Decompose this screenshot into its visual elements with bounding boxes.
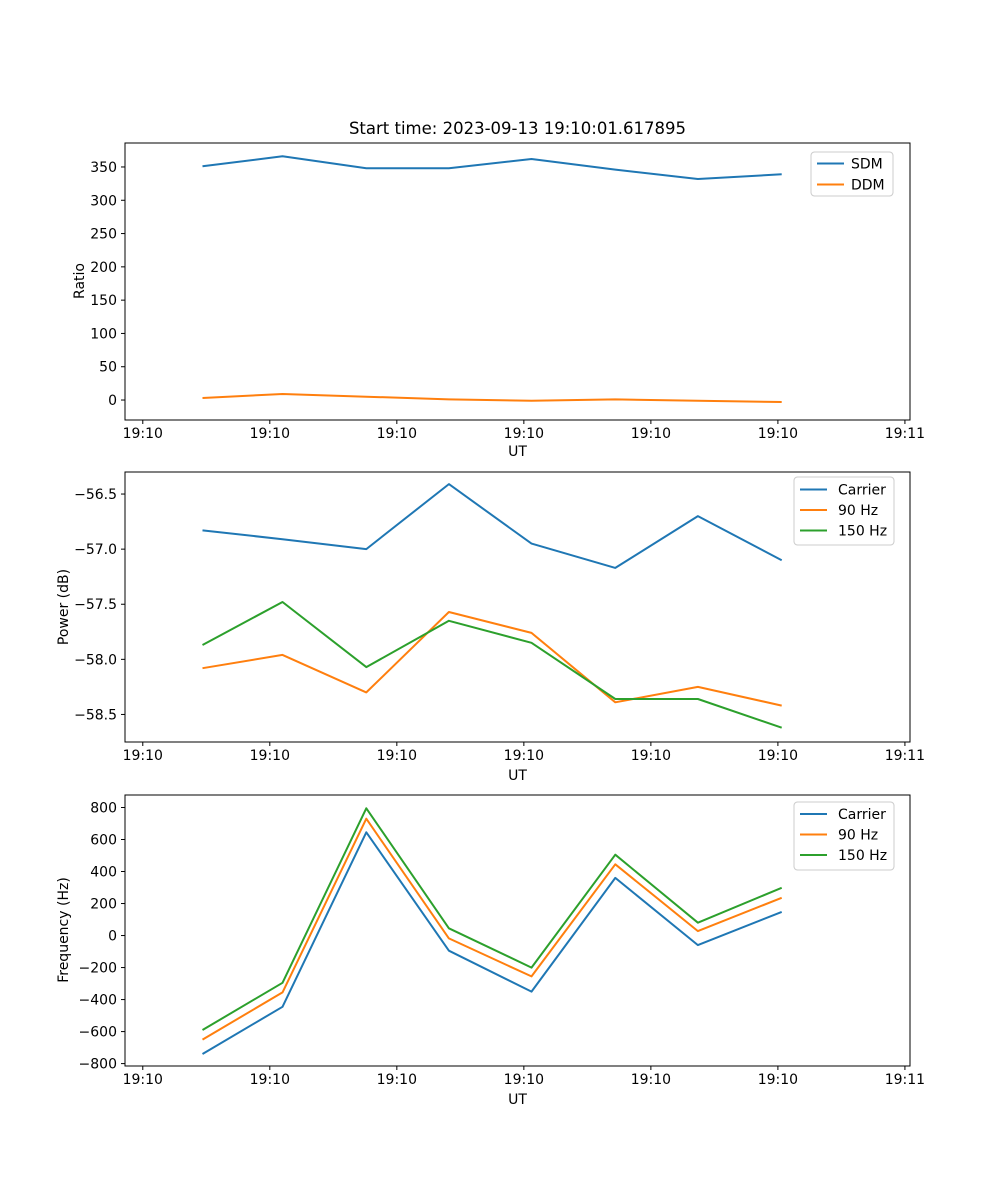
frequency-axes-frame: [124, 794, 911, 1067]
frequency-axis-label: Frequency (Hz): [56, 877, 72, 983]
ut-axis-label-ratio: UT: [508, 444, 527, 460]
ratio-legend: SDM DDM: [810, 151, 894, 197]
power-90-hz-line: [202, 611, 782, 707]
y-tick-label: 50: [99, 360, 117, 376]
legend-sdm-label: SDM: [851, 157, 883, 173]
figure-title: Start time: 2023-09-13 19:10:01.617895: [348, 119, 687, 138]
x-tick-label: 19:10: [631, 1072, 671, 1088]
y-tick-label: 100: [90, 326, 117, 342]
power-carrier-line: [202, 483, 783, 569]
y-tick-label: 200: [90, 260, 117, 276]
y-tick-label: 250: [90, 227, 117, 243]
power-150-hz-line: [202, 601, 783, 729]
x-tick-label: 19:10: [123, 748, 163, 764]
x-tick-label: 19:10: [250, 426, 290, 442]
x-tick-label: 19:10: [504, 426, 544, 442]
y-tick-label: −56.5: [74, 487, 117, 503]
legend-frame: [793, 801, 895, 871]
x-tick-label: 19:10: [504, 1072, 544, 1088]
y-tick-label: 600: [90, 832, 117, 848]
frequency-carrier-line: [201, 831, 783, 1055]
y-tick-label: −800: [79, 1057, 117, 1073]
y-tick-label: 350: [90, 160, 117, 176]
power-legend: Carrier 90 Hz 150 Hz: [793, 476, 895, 546]
x-tick-label: 19:10: [758, 426, 798, 442]
y-tick-label: −400: [79, 993, 117, 1009]
x-tick-label: 19:11: [885, 426, 925, 442]
legend-90-hz-label: 90 Hz: [838, 503, 878, 519]
frequency-150-hz-line: [201, 807, 783, 1031]
x-tick-label: 19:10: [631, 748, 671, 764]
y-tick-label: 300: [90, 193, 117, 209]
y-tick-label: 400: [90, 865, 117, 881]
legend-150-hz-label: 150 Hz: [838, 848, 887, 864]
y-tick-label: −58.0: [74, 652, 117, 668]
x-tick-label: 19:11: [885, 1072, 925, 1088]
y-tick-label: −57.0: [74, 542, 117, 558]
ratio-axes-frame: [124, 142, 911, 421]
x-tick-label: 19:10: [377, 748, 417, 764]
x-tick-label: 19:10: [123, 1072, 163, 1088]
x-tick-label: 19:10: [377, 426, 417, 442]
legend-frame: [793, 476, 895, 546]
x-tick-label: 19:11: [885, 748, 925, 764]
ut-axis-label-power: UT: [508, 768, 527, 784]
y-tick-label: 200: [90, 897, 117, 913]
frequency-chart: 19:10 19:10 19:10 19:10 19:10 19:10 19:11 −800 −…: [79, 794, 925, 1088]
y-tick-label: −600: [79, 1025, 117, 1041]
x-tick-label: 19:10: [758, 748, 798, 764]
ratio-chart: 19:10 19:10 19:10 19:10 19:10 19:10 19:11 0 50 10…: [90, 142, 925, 442]
x-tick-label: 19:10: [504, 748, 544, 764]
power-axis-label: Power (dB): [56, 568, 72, 646]
ratio-axis-label: Ratio: [72, 263, 88, 299]
x-tick-label: 19:10: [758, 1072, 798, 1088]
x-tick-label: 19:10: [123, 426, 163, 442]
x-tick-label: 19:10: [250, 748, 290, 764]
power-axes-frame: [124, 471, 911, 743]
x-tick-label: 19:10: [377, 1072, 417, 1088]
y-tick-label: −200: [79, 961, 117, 977]
frequency-legend: Carrier 90 Hz 150 Hz: [793, 801, 895, 871]
y-tick-label: 800: [90, 800, 117, 816]
y-tick-label: 0: [108, 929, 117, 945]
x-tick-label: 19:10: [631, 426, 671, 442]
ratio-sdm-line: [202, 155, 782, 180]
y-tick-label: −57.5: [74, 597, 117, 613]
x-tick-label: 19:10: [250, 1072, 290, 1088]
legend-carrier-label: Carrier: [838, 483, 886, 499]
y-tick-label: 150: [90, 293, 117, 309]
y-tick-label: −58.5: [74, 707, 117, 723]
power-chart: 19:10 19:10 19:10 19:10 19:10 19:10 19:11 −56.5…: [74, 471, 925, 764]
ratio-ddm-line: [202, 393, 782, 403]
legend-90-hz-label: 90 Hz: [838, 828, 878, 844]
frequency-90-hz-line: [201, 817, 783, 1041]
y-tick-label: 0: [108, 393, 117, 409]
legend-ddm-label: DDM: [851, 178, 885, 194]
legend-150-hz-label: 150 Hz: [838, 524, 887, 540]
ut-axis-label-frequency: UT: [508, 1092, 527, 1108]
legend-carrier-label: Carrier: [838, 807, 886, 823]
